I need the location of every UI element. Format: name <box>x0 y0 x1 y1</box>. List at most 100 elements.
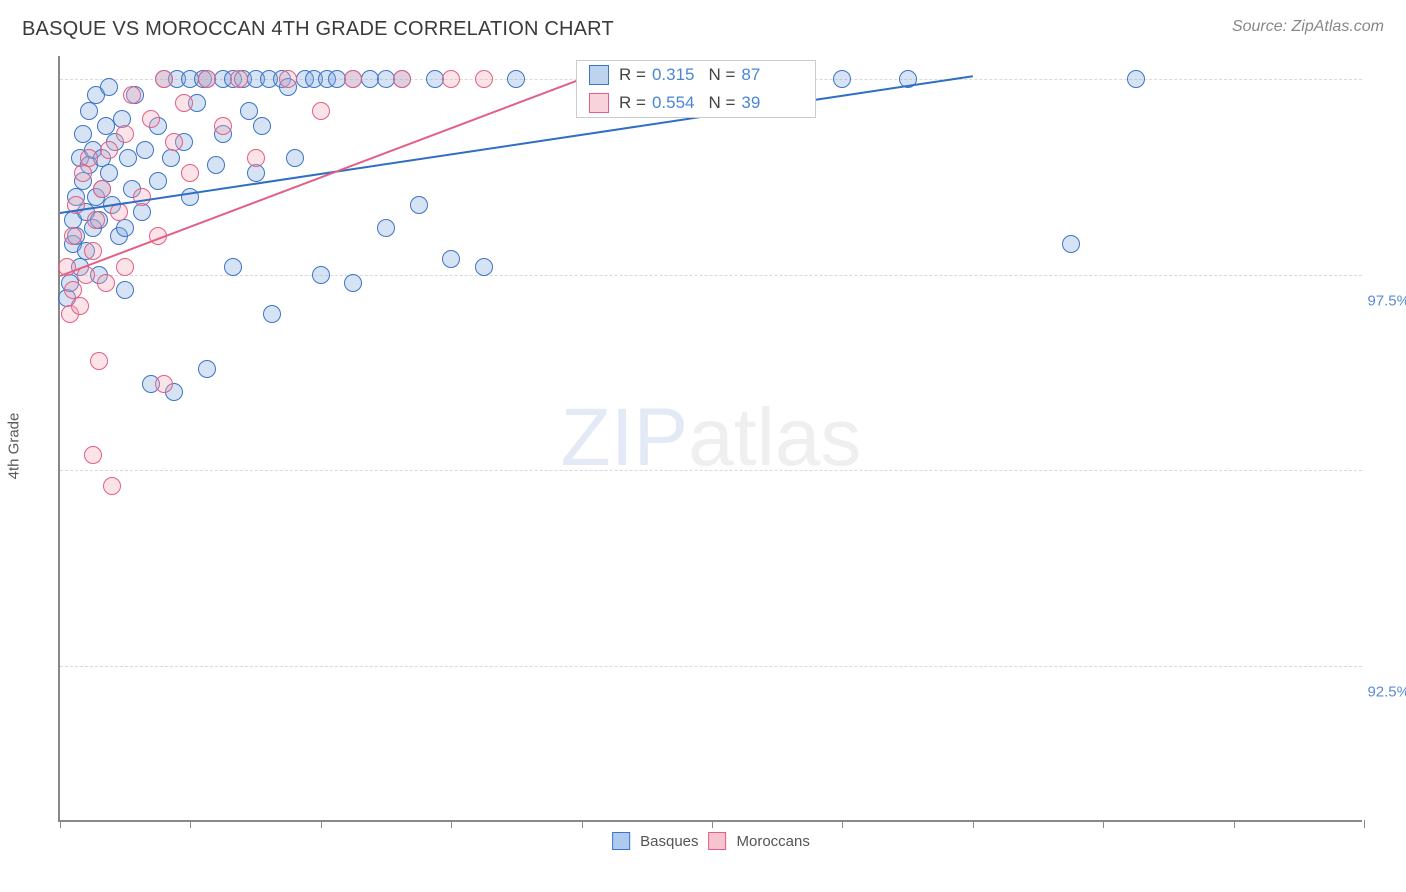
scatter-point <box>279 70 297 88</box>
xtick <box>60 820 61 828</box>
xtick <box>712 820 713 828</box>
scatter-point <box>155 375 173 393</box>
scatter-point <box>80 149 98 167</box>
gridline <box>60 275 1362 276</box>
scatter-point <box>263 305 281 323</box>
source-label: Source: ZipAtlas.com <box>1232 18 1384 36</box>
legend-swatch <box>612 832 630 850</box>
scatter-point <box>1062 235 1080 253</box>
scatter-point <box>475 258 493 276</box>
trend-line <box>60 72 599 277</box>
scatter-point <box>240 102 258 120</box>
legend-n-label: N = <box>708 93 735 113</box>
scatter-point <box>116 219 134 237</box>
legend-row: R = 0.554 N = 39 <box>577 89 815 117</box>
legend-swatch <box>709 832 727 850</box>
xtick <box>190 820 191 828</box>
gridline <box>60 666 1362 667</box>
scatter-point <box>100 141 118 159</box>
scatter-point <box>230 70 248 88</box>
scatter-point <box>64 227 82 245</box>
scatter-point <box>97 274 115 292</box>
scatter-point <box>100 78 118 96</box>
scatter-point <box>312 102 330 120</box>
legend-r-value: 0.554 <box>652 93 695 113</box>
scatter-point <box>475 70 493 88</box>
scatter-point <box>133 203 151 221</box>
xtick <box>1103 820 1104 828</box>
scatter-point <box>142 110 160 128</box>
series-legend: Basques Moroccans <box>612 832 810 850</box>
chart-title: BASQUE VS MOROCCAN 4TH GRADE CORRELATION… <box>22 18 614 41</box>
scatter-point <box>1127 70 1145 88</box>
scatter-point <box>253 117 271 135</box>
scatter-point <box>165 133 183 151</box>
scatter-point <box>410 196 428 214</box>
scatter-point <box>393 70 411 88</box>
legend-r-value: 0.315 <box>652 65 695 85</box>
ytick-label: 97.5% <box>1367 292 1406 309</box>
scatter-point <box>214 117 232 135</box>
scatter-point <box>119 149 137 167</box>
scatter-point <box>247 149 265 167</box>
xtick <box>842 820 843 828</box>
scatter-point <box>84 446 102 464</box>
scatter-point <box>507 70 525 88</box>
scatter-point <box>224 258 242 276</box>
legend-r-label: R = <box>619 93 646 113</box>
legend-label: Basques <box>640 833 698 850</box>
scatter-point <box>312 266 330 284</box>
scatter-point <box>155 70 173 88</box>
scatter-point <box>442 250 460 268</box>
scatter-point <box>175 94 193 112</box>
scatter-point <box>93 180 111 198</box>
scatter-point <box>426 70 444 88</box>
scatter-point <box>116 281 134 299</box>
legend-n-label: N = <box>708 65 735 85</box>
legend-r-label: R = <box>619 65 646 85</box>
scatter-point <box>74 164 92 182</box>
xtick <box>1364 820 1365 828</box>
scatter-point <box>116 125 134 143</box>
scatter-point <box>198 70 216 88</box>
scatter-point <box>198 360 216 378</box>
xtick <box>582 820 583 828</box>
scatter-point <box>136 141 154 159</box>
scatter-point <box>286 149 304 167</box>
scatter-point <box>71 297 89 315</box>
scatter-point <box>247 164 265 182</box>
scatter-point <box>181 164 199 182</box>
legend-label: Moroccans <box>737 833 810 850</box>
xtick <box>1234 820 1235 828</box>
scatter-point <box>162 149 180 167</box>
legend-swatch <box>589 93 609 113</box>
scatter-point <box>377 70 395 88</box>
scatter-point <box>116 258 134 276</box>
xtick <box>973 820 974 828</box>
legend-n-value: 87 <box>741 65 760 85</box>
legend-n-value: 39 <box>741 93 760 113</box>
correlation-legend: R = 0.315 N = 87 R = 0.554 N = 39 <box>576 60 816 118</box>
scatter-point <box>833 70 851 88</box>
scatter-point <box>84 242 102 260</box>
legend-row: R = 0.315 N = 87 <box>577 61 815 89</box>
scatter-point <box>442 70 460 88</box>
scatter-point <box>344 274 362 292</box>
scatter-point <box>123 86 141 104</box>
y-axis-label: 4th Grade <box>6 413 23 480</box>
xtick <box>451 820 452 828</box>
xtick <box>321 820 322 828</box>
scatter-point <box>377 219 395 237</box>
scatter-point <box>80 102 98 120</box>
scatter-point <box>328 70 346 88</box>
scatter-point <box>87 211 105 229</box>
gridline <box>60 470 1362 471</box>
scatter-point <box>133 188 151 206</box>
legend-swatch <box>589 65 609 85</box>
plot-area: ZIPatlas 92.5%97.5%R =0.315N =87R =0.554… <box>58 56 1362 822</box>
scatter-point <box>90 352 108 370</box>
scatter-point <box>361 70 379 88</box>
scatter-point <box>149 172 167 190</box>
scatter-point <box>207 156 225 174</box>
chart-container: BASQUE VS MOROCCAN 4TH GRADE CORRELATION… <box>0 0 1406 892</box>
